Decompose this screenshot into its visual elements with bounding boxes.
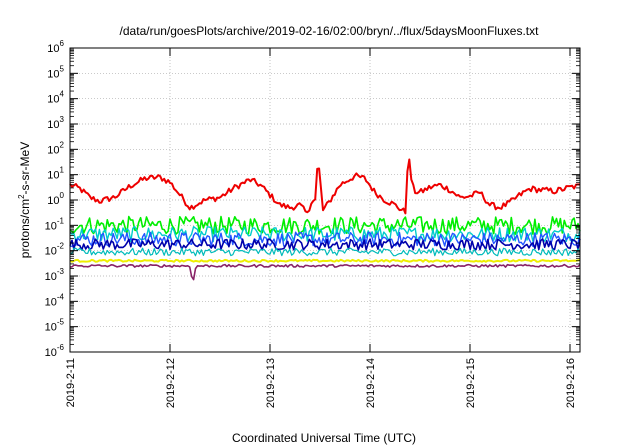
y-tick-exponent: -5 bbox=[57, 318, 65, 327]
y-tick-label: 10-4 bbox=[45, 292, 65, 308]
series-line-1 bbox=[69, 215, 581, 235]
x-tick-label: 2019-2-16 bbox=[565, 358, 577, 408]
y-tick-base: 10 bbox=[47, 94, 59, 106]
y-axis-title-post: -s-sr-MeV bbox=[18, 142, 32, 195]
grid-lines bbox=[70, 48, 580, 352]
y-tick-base: 10 bbox=[45, 246, 57, 258]
y-tick-base: 10 bbox=[45, 322, 57, 334]
x-tick-label: 2019-2-11 bbox=[65, 358, 77, 407]
y-tick-exponent: 1 bbox=[60, 166, 65, 175]
y-axis-title-sup: 2 bbox=[17, 194, 26, 199]
chart-title: /data/run/goesPlots/archive/2019-02-16/0… bbox=[120, 24, 540, 38]
y-tick-exponent: 5 bbox=[60, 64, 65, 73]
x-axis-title: Coordinated Universal Time (UTC) bbox=[232, 431, 416, 445]
y-tick-label: 10-2 bbox=[45, 242, 65, 258]
y-tick-label: 102 bbox=[47, 140, 64, 156]
x-tick-label: 2019-2-12 bbox=[165, 358, 177, 408]
y-axis-title: protons/cm2-s-sr-MeV bbox=[17, 142, 32, 258]
y-tick-label: 100 bbox=[47, 191, 64, 207]
y-tick-exponent: 0 bbox=[60, 191, 65, 200]
series-line-3 bbox=[69, 231, 581, 248]
y-tick-exponent: 3 bbox=[60, 115, 65, 124]
y-tick-base: 10 bbox=[47, 68, 59, 80]
x-tick-label: 2019-2-15 bbox=[465, 358, 477, 408]
y-tick-base: 10 bbox=[47, 144, 59, 156]
y-tick-label: 10-5 bbox=[45, 318, 65, 334]
y-tick-base: 10 bbox=[45, 271, 57, 283]
x-tick-label: 2019-2-14 bbox=[365, 358, 377, 408]
series-line-4 bbox=[69, 238, 581, 251]
y-tick-label: 10-6 bbox=[45, 343, 65, 359]
axis-ticks bbox=[69, 47, 580, 353]
y-tick-base: 10 bbox=[47, 170, 59, 182]
y-tick-exponent: 4 bbox=[60, 90, 65, 99]
y-tick-exponent: -4 bbox=[57, 292, 65, 301]
x-tick-labels: 2019-2-11 2019-2-12 2019-2-13 2019-2-14 2019… bbox=[65, 358, 577, 408]
series-line-6 bbox=[69, 258, 581, 263]
y-tick-exponent: -6 bbox=[57, 343, 65, 352]
series-group bbox=[69, 158, 581, 281]
y-tick-base: 10 bbox=[45, 347, 57, 359]
series-line-0 bbox=[69, 158, 581, 215]
y-tick-label: 104 bbox=[47, 90, 64, 106]
y-axis-title-pre: protons/cm bbox=[18, 199, 32, 258]
y-tick-exponent: -2 bbox=[57, 242, 65, 251]
y-tick-label: 10-1 bbox=[45, 216, 65, 232]
y-tick-base: 10 bbox=[45, 220, 57, 232]
y-tick-exponent: 6 bbox=[60, 39, 65, 48]
y-tick-exponent: -3 bbox=[57, 267, 65, 276]
y-tick-label: 105 bbox=[47, 64, 64, 80]
y-tick-base: 10 bbox=[45, 296, 57, 308]
y-tick-base: 10 bbox=[47, 195, 59, 207]
y-tick-exponent: -1 bbox=[57, 216, 65, 225]
y-tick-label: 106 bbox=[47, 39, 64, 55]
x-tick-label: 2019-2-13 bbox=[265, 358, 277, 408]
y-tick-base: 10 bbox=[47, 43, 59, 55]
y-tick-label: 101 bbox=[47, 166, 64, 182]
y-tick-base: 10 bbox=[47, 119, 59, 131]
series-line-5 bbox=[69, 247, 581, 257]
y-tick-labels: 10-610-510-410-310-210-11001011021031041… bbox=[45, 39, 65, 359]
y-tick-label: 10-3 bbox=[45, 267, 65, 283]
y-tick-label: 103 bbox=[47, 115, 64, 131]
y-tick-exponent: 2 bbox=[60, 140, 65, 149]
series-line-7 bbox=[69, 263, 581, 281]
